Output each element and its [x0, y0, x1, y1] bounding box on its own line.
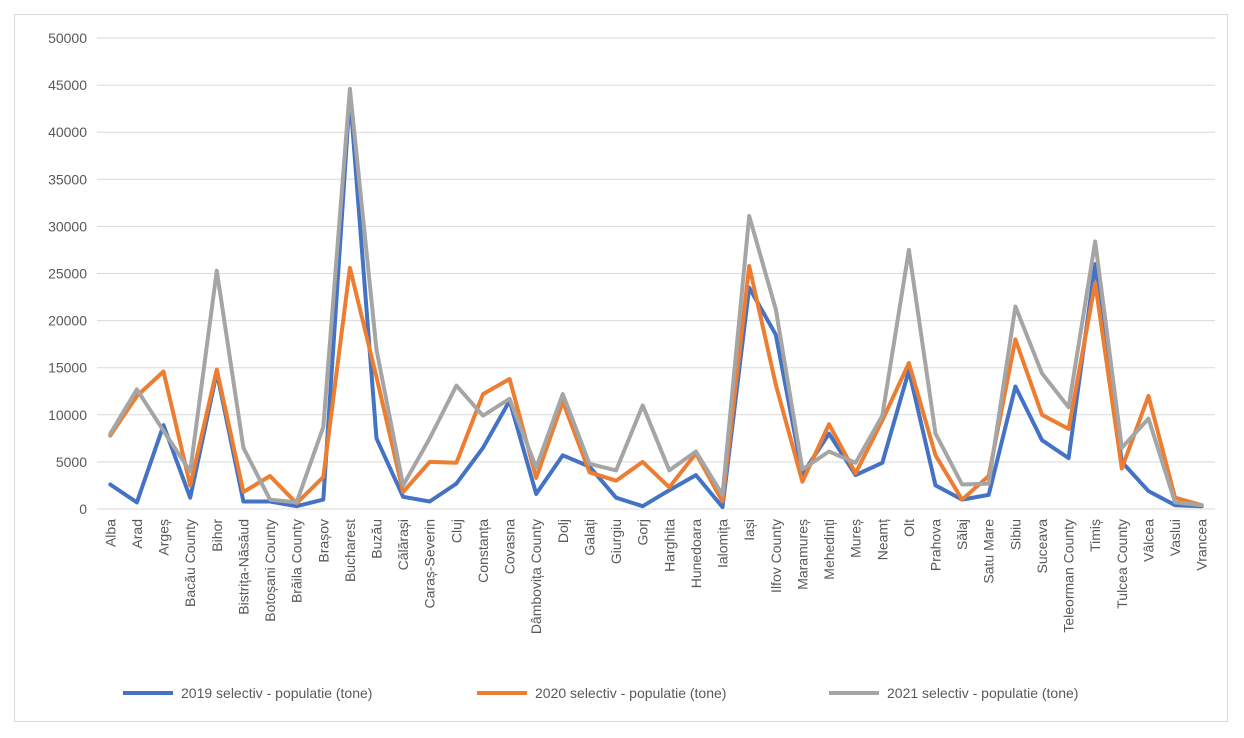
x-tick-label: Satu Mare	[981, 519, 997, 584]
x-tick-label: Dolj	[555, 519, 571, 543]
x-tick-label: Teleorman County	[1061, 519, 1077, 633]
series-line-3	[108, 86, 1204, 508]
x-tick-label: Timiș	[1087, 519, 1103, 552]
x-tick-label: Bihor	[209, 519, 225, 552]
series-line-2	[108, 264, 1204, 508]
x-tick-label: Argeș	[156, 519, 172, 556]
y-tick-label: 20000	[48, 313, 87, 329]
x-tick-label: Maramureș	[794, 519, 810, 590]
x-tick-label: Dâmbovița County	[528, 519, 544, 634]
x-tick-label: Sibiu	[1007, 519, 1023, 550]
x-tick-label: Arad	[129, 519, 145, 549]
x-tick-label: Sălaj	[954, 519, 970, 550]
y-tick-label: 10000	[48, 407, 87, 423]
series-line-1	[108, 92, 1204, 510]
y-axis: 0 5000 10000 15000 20000 25000 30000 35000 40000…	[48, 30, 87, 517]
x-tick-label: Bucharest	[342, 519, 358, 582]
x-tick-label: Gorj	[635, 519, 651, 545]
x-tick-label: Bistrița-Năsăud	[235, 519, 251, 615]
legend: 2019 selectiv - populatie (tone) 2020 sel…	[123, 685, 1078, 701]
x-tick-label: Constanța	[475, 519, 491, 583]
y-tick-label: 45000	[48, 77, 87, 93]
y-tick-label: 25000	[48, 266, 87, 282]
gridlines	[97, 37, 1215, 510]
y-tick-label: 40000	[48, 124, 87, 140]
x-tick-label: Mehedinți	[821, 519, 837, 580]
x-tick-label: Covasna	[502, 519, 518, 574]
x-tick-label: Giurgiu	[608, 519, 624, 564]
chart-area: 0 5000 10000 15000 20000 25000 30000 35000 40000…	[14, 14, 1228, 722]
x-tick-label: Ilfov County	[768, 519, 784, 593]
y-tick-label: 50000	[48, 30, 87, 46]
x-tick-label: Ialomița	[715, 519, 731, 568]
x-tick-label: Harghita	[661, 519, 677, 572]
x-tick-label: Prahova	[928, 519, 944, 571]
x-tick-label: Iași	[741, 519, 757, 541]
x-tick-label: Buzău	[369, 519, 385, 559]
x-tick-label: Vâlcea	[1140, 519, 1156, 562]
x-tick-label: Brăila County	[289, 519, 305, 603]
x-tick-label: Hunedoara	[688, 519, 704, 588]
x-tick-label: Cluj	[448, 519, 464, 543]
x-tick-label: Vrancea	[1194, 519, 1210, 571]
x-tick-label: Vaslui	[1167, 519, 1183, 556]
x-axis: Alba Arad Argeș Bacău County Bihor Bistrița-N…	[102, 519, 1209, 635]
x-tick-label: Brașov	[315, 519, 331, 563]
y-tick-label: 15000	[48, 360, 87, 376]
y-tick-label: 35000	[48, 171, 87, 187]
line-chart: 0 5000 10000 15000 20000 25000 30000 35000 40000…	[48, 30, 1215, 701]
y-tick-label: 30000	[48, 218, 87, 234]
x-tick-label: Botoșani County	[262, 519, 278, 622]
x-tick-label: Galați	[581, 519, 597, 556]
x-tick-label: Călărași	[395, 519, 411, 570]
x-tick-label: Bacău County	[182, 519, 198, 607]
legend-label-1: 2019 selectiv - populatie (tone)	[181, 685, 372, 701]
series-lines	[108, 86, 1204, 510]
legend-label-2: 2020 selectiv - populatie (tone)	[535, 685, 726, 701]
x-tick-label: Tulcea County	[1114, 519, 1130, 609]
y-tick-label: 0	[79, 501, 87, 517]
x-tick-label: Mureș	[848, 519, 864, 558]
x-tick-label: Olt	[901, 519, 917, 537]
x-tick-label: Neamț	[874, 519, 890, 560]
x-tick-label: Alba	[102, 519, 118, 547]
x-tick-label: Suceava	[1034, 519, 1050, 574]
x-tick-label: Caraș-Severin	[422, 519, 438, 608]
legend-label-3: 2021 selectiv - populatie (tone)	[887, 685, 1078, 701]
y-tick-label: 5000	[56, 454, 87, 470]
